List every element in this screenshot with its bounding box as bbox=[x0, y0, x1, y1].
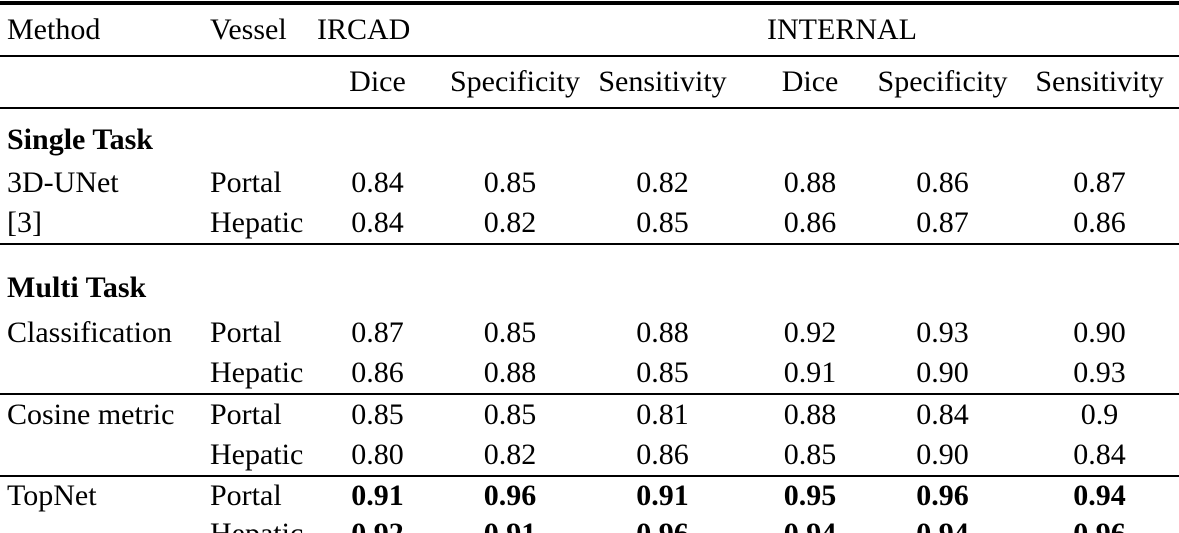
value-cell: 0.88 bbox=[636, 316, 689, 349]
vessel-cell: Portal bbox=[210, 316, 282, 349]
value-cell: 0.82 bbox=[636, 166, 689, 199]
method-cell bbox=[0, 435, 200, 476]
empty-cell bbox=[200, 56, 305, 109]
method-cell bbox=[0, 515, 200, 533]
value-cell: 0.95 bbox=[755, 475, 866, 515]
column-header-ircad-specificity: Specificity bbox=[450, 56, 580, 109]
value-cell: 0.82 bbox=[483, 438, 537, 471]
value-cell: 0.87 bbox=[916, 206, 969, 239]
value-cell: 0.84 bbox=[865, 393, 1021, 435]
table-row-3d-unet-hepatic: [3] Hepatic 0.84 0.82 0.85 0.86 0.87 0.8… bbox=[0, 203, 1179, 244]
value-cell: 0.88 bbox=[755, 393, 866, 435]
method-cell bbox=[0, 353, 200, 394]
value-cell: 0.84 bbox=[351, 206, 404, 239]
value-cell: 0.90 bbox=[1073, 316, 1126, 349]
column-header-vessel: Vessel bbox=[200, 3, 305, 57]
table-row-topnet-hepatic: Hepatic 0.92 0.91 0.96 0.94 0.94 0.96 bbox=[0, 515, 1179, 533]
value-cell: 0.90 bbox=[916, 438, 969, 471]
value-cell: 0.84 bbox=[351, 166, 404, 199]
table-row-classification-portal: Classification Portal 0.87 0.85 0.88 0.9… bbox=[0, 313, 1179, 353]
value-cell: 0.91 bbox=[450, 515, 570, 533]
section-title: Single Task bbox=[7, 123, 153, 156]
value-cell: 0.85 bbox=[636, 356, 689, 389]
value-cell: 0.93 bbox=[916, 316, 969, 349]
vessel-cell: Portal bbox=[210, 166, 282, 199]
value-cell: 0.96 bbox=[1020, 515, 1179, 533]
value-cell: 0.85 bbox=[636, 206, 689, 239]
table-row-topnet-portal: TopNet Portal 0.91 0.96 0.91 0.95 0.96 0… bbox=[0, 475, 1179, 515]
column-header-ircad-dice: Dice bbox=[305, 56, 450, 109]
vessel-cell: Portal bbox=[200, 475, 305, 515]
section-title: Multi Task bbox=[0, 243, 1179, 313]
vessel-cell: Hepatic bbox=[210, 206, 304, 239]
section-header-multi-task: Multi Task bbox=[0, 243, 1179, 313]
method-cell: 3D-UNet bbox=[7, 166, 119, 199]
value-cell: 0.87 bbox=[1073, 166, 1126, 199]
value-cell: 0.85 bbox=[483, 316, 537, 349]
column-header-internal-dice: Dice bbox=[755, 56, 866, 109]
value-cell: 0.96 bbox=[450, 475, 570, 515]
value-cell: 0.92 bbox=[783, 316, 837, 349]
value-cell: 0.91 bbox=[783, 356, 837, 389]
value-cell: 0.96 bbox=[570, 515, 755, 533]
value-cell: 0.81 bbox=[570, 393, 756, 435]
value-cell: 0.94 bbox=[755, 515, 865, 533]
value-cell: 0.94 bbox=[865, 515, 1020, 533]
column-group-internal: INTERNAL bbox=[755, 3, 1179, 57]
value-cell: 0.82 bbox=[483, 206, 537, 239]
column-header-ircad-sensitivity: Sensitivity bbox=[570, 56, 756, 109]
value-cell: 0.9 bbox=[1020, 393, 1179, 435]
vessel-cell: Portal bbox=[200, 393, 305, 435]
column-header-internal-sensitivity: Sensitivity bbox=[1020, 56, 1179, 109]
value-cell: 0.88 bbox=[783, 166, 837, 199]
vessel-cell: Hepatic bbox=[210, 356, 304, 389]
value-cell: 0.91 bbox=[305, 475, 450, 515]
value-cell: 0.86 bbox=[783, 206, 837, 239]
value-cell: 0.91 bbox=[570, 475, 756, 515]
value-cell: 0.94 bbox=[1020, 475, 1179, 515]
column-header-method: Method bbox=[0, 3, 200, 57]
method-cell: Classification bbox=[7, 316, 172, 349]
vessel-cell: Hepatic bbox=[200, 515, 305, 533]
value-cell: 0.85 bbox=[305, 393, 450, 435]
value-cell: 0.96 bbox=[865, 475, 1021, 515]
header-row-groups: Method Vessel IRCAD INTERNAL bbox=[0, 3, 1179, 57]
value-cell: 0.93 bbox=[1073, 356, 1126, 389]
column-header-internal-specificity: Specificity bbox=[865, 56, 1021, 109]
section-header-single-task: Single Task bbox=[0, 108, 1179, 163]
column-group-ircad: IRCAD bbox=[305, 3, 756, 57]
value-cell: 0.86 bbox=[1073, 206, 1126, 239]
method-cell: TopNet bbox=[0, 475, 200, 515]
value-cell: 0.86 bbox=[916, 166, 969, 199]
table-row-3d-unet-portal: 3D-UNet Portal 0.84 0.85 0.82 0.88 0.86 … bbox=[0, 163, 1179, 203]
value-cell: 0.85 bbox=[450, 393, 570, 435]
value-cell: 0.87 bbox=[351, 316, 404, 349]
value-cell: 0.92 bbox=[305, 515, 450, 533]
value-cell: 0.84 bbox=[1073, 438, 1126, 471]
table-row-cosine-metric-hepatic: Hepatic 0.80 0.82 0.86 0.85 0.90 0.84 bbox=[0, 435, 1179, 476]
table-row-classification-hepatic: Hepatic 0.86 0.88 0.85 0.91 0.90 0.93 bbox=[0, 353, 1179, 394]
value-cell: 0.85 bbox=[483, 166, 537, 199]
value-cell: 0.88 bbox=[483, 356, 537, 389]
table-row-cosine-metric-portal: Cosine metric Portal 0.85 0.85 0.81 0.88… bbox=[0, 393, 1179, 435]
empty-cell bbox=[0, 56, 200, 109]
value-cell: 0.90 bbox=[916, 356, 969, 389]
value-cell: 0.86 bbox=[636, 438, 689, 471]
value-cell: 0.85 bbox=[783, 438, 837, 471]
value-cell: 0.80 bbox=[351, 438, 404, 471]
method-cell: [3] bbox=[7, 206, 42, 239]
method-cell: Cosine metric bbox=[0, 393, 200, 435]
header-row-metrics: Dice Specificity Sensitivity Dice Specif… bbox=[0, 56, 1179, 109]
vessel-cell: Hepatic bbox=[210, 438, 304, 471]
value-cell: 0.86 bbox=[351, 356, 404, 389]
